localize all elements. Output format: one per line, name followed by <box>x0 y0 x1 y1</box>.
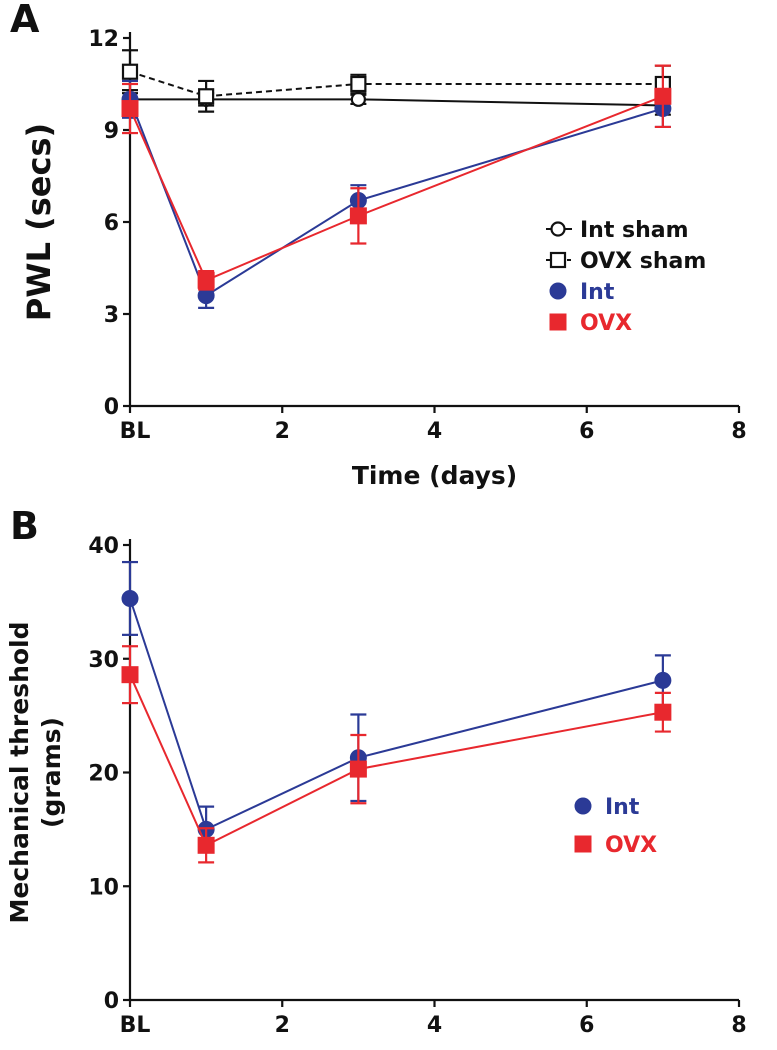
x-tick-label: 4 <box>427 1013 442 1038</box>
panel-b: B010203040BL2468Time (days)Mechanical th… <box>5 504 747 1038</box>
series-line <box>129 70 663 98</box>
data-point <box>197 836 215 854</box>
y-axis-title: Mechanical threshold <box>5 621 34 923</box>
legend-marker <box>549 251 567 269</box>
y-tick-label: 0 <box>104 989 119 1014</box>
legend-label: OVX <box>605 833 657 858</box>
data-point <box>198 88 215 105</box>
legend: Int sham OVX sham Int OVX <box>546 218 706 336</box>
panel-label: B <box>10 504 39 548</box>
x-tick-label: 2 <box>275 419 290 444</box>
series-line <box>130 98 663 107</box>
x-tick-label: BL <box>120 419 151 444</box>
x-tick-label: 6 <box>579 419 594 444</box>
legend: Int OVX <box>574 795 657 858</box>
series-ovx-sham <box>121 49 671 113</box>
y-tick-label: 30 <box>88 648 119 673</box>
y-tick-label: 40 <box>88 534 119 559</box>
data-point <box>350 91 366 107</box>
data-point <box>121 589 139 607</box>
x-tick-label: BL <box>120 1013 151 1038</box>
legend-marker <box>549 282 567 300</box>
legend-marker <box>574 835 592 853</box>
legend-label: Int <box>605 795 640 820</box>
series-line <box>129 674 664 847</box>
data-point <box>121 63 139 80</box>
y-tick-label: 0 <box>104 395 119 420</box>
legend-label: OVX sham <box>580 249 706 274</box>
data-point <box>654 671 672 689</box>
data-point <box>121 100 139 118</box>
legend-marker <box>574 797 592 815</box>
x-tick-label: 4 <box>427 419 442 444</box>
data-point <box>350 75 367 93</box>
legend-label: OVX <box>580 311 632 336</box>
x-tick-label: 8 <box>731 1013 746 1038</box>
data-point <box>349 760 367 778</box>
y-tick-label: 10 <box>88 875 119 900</box>
legend-label: Int sham <box>580 218 689 243</box>
y-tick-label: 6 <box>104 211 119 236</box>
y-axis-title: PWL (secs) <box>20 123 58 321</box>
y-tick-label: 9 <box>104 119 119 144</box>
y-tick-label: 20 <box>88 762 119 787</box>
legend-marker <box>550 221 566 237</box>
data-point <box>654 87 672 105</box>
series-line <box>129 95 664 282</box>
series-line <box>129 598 664 831</box>
y-tick-label: 12 <box>88 27 119 52</box>
data-point <box>654 703 672 721</box>
legend-marker <box>549 313 567 331</box>
panel-label: A <box>10 0 40 41</box>
x-axis-title: Time (days) <box>352 461 517 490</box>
series-ovx <box>121 64 672 291</box>
legend-label: Int <box>580 280 615 305</box>
data-point <box>349 207 367 225</box>
y-axis-title: (grams) <box>37 717 66 828</box>
x-tick-label: 6 <box>579 1013 594 1038</box>
data-point <box>197 271 215 289</box>
x-tick-label: 2 <box>275 1013 290 1038</box>
series-ovx <box>121 645 672 864</box>
y-tick-label: 3 <box>104 303 119 328</box>
panel-a: A 0 3 6 9 12 BL 2 4 6 8 Time (days) PWL (secs) Int sh… <box>10 0 747 490</box>
data-point <box>121 666 139 684</box>
x-tick-label: 8 <box>731 419 746 444</box>
